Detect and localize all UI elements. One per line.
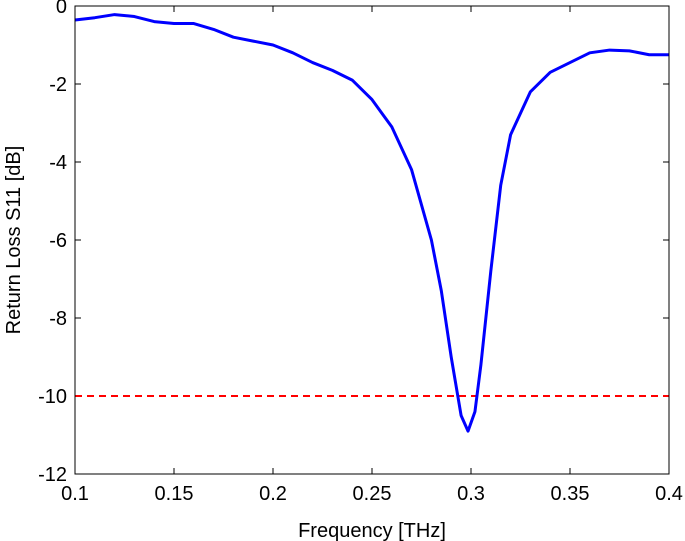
y-tick-label: -2 bbox=[49, 74, 67, 96]
x-tick-label: 0.15 bbox=[155, 483, 194, 505]
x-tick-label: 0.3 bbox=[457, 483, 485, 505]
y-tick-label: -10 bbox=[38, 386, 67, 408]
data-line bbox=[74, 13, 669, 433]
x-tick-label: 0.25 bbox=[353, 483, 392, 505]
plot-frame bbox=[74, 5, 670, 475]
y-tick-label: -4 bbox=[49, 152, 67, 174]
y-tick-label: -8 bbox=[49, 308, 67, 330]
x-axis-label: Frequency [THz] bbox=[298, 520, 446, 541]
x-tick-label: 0.4 bbox=[655, 483, 683, 505]
x-tick-label: 0.2 bbox=[259, 483, 287, 505]
y-tick-label: -6 bbox=[49, 230, 67, 252]
y-axis-label: Return Loss S11 [dB] bbox=[3, 146, 25, 335]
y-tick-label: 0 bbox=[56, 0, 67, 18]
y-tick-label: -12 bbox=[38, 464, 67, 486]
x-tick-label: 0.35 bbox=[551, 483, 590, 505]
x-tick-label: 0.1 bbox=[61, 483, 89, 505]
